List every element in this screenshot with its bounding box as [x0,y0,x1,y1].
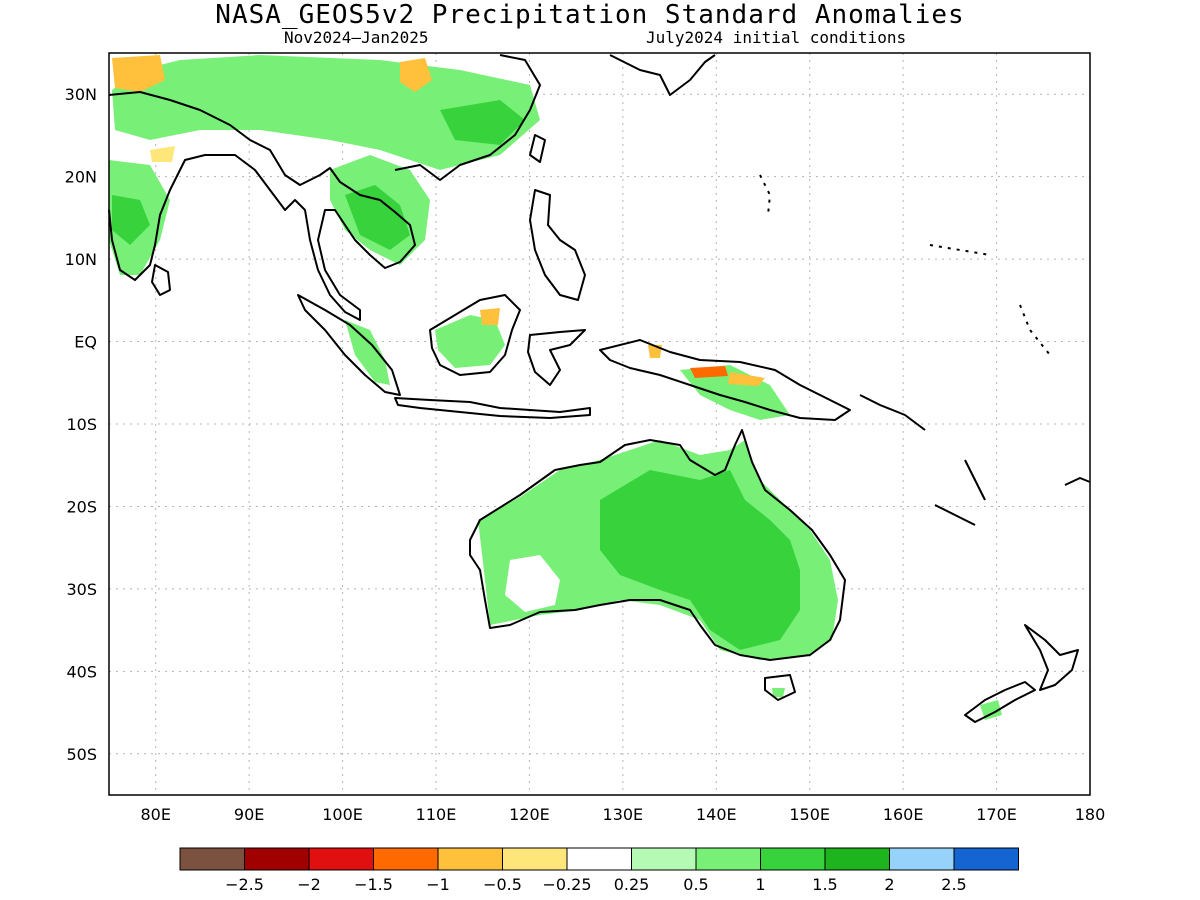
map-title: NASA_GEOS5v2 Precipitation Standard Anom… [215,0,965,30]
colorbar [179,847,1019,871]
coastlines [108,54,1091,723]
lon-label: 110E [416,805,457,824]
coast-vanuatu [964,459,986,501]
lat-label: 10N [65,250,97,269]
anomaly-new-zealand [980,700,1002,720]
coast-new-zealand-south [964,681,1036,723]
lon-label: 180 [1075,805,1106,824]
anomaly-australia-strong [600,470,800,650]
coast-tasmania [764,674,796,701]
colorbar-label: 1.5 [812,875,837,894]
coast-australia [469,429,846,661]
lat-label: 20S [66,497,97,516]
lon-label: 130E [603,805,644,824]
lat-label: 40S [66,662,97,681]
coast-sulawesi [527,329,586,386]
coast-taiwan [529,134,546,163]
initial-conditions: July2024 initial conditions [646,28,907,47]
anomaly-india-strong [112,195,150,245]
longitude-labels: 80E 90E 100E 110E 120E 130E 140E 150E 160E 170E 18… [140,805,1105,824]
colorbar-swatch [695,847,761,871]
colorbar-label: −0.5 [483,875,522,894]
coast-japan [609,54,716,96]
colorbar-swatch [760,847,826,871]
colorbar-swatch [631,847,697,871]
colorbar-label: 2.5 [941,875,966,894]
anomaly-tasmania [772,688,785,697]
coast-china-east [394,54,541,181]
lat-label: 30N [65,85,97,104]
colorbar-label: −2.5 [225,875,264,894]
lat-label: 20N [65,168,97,187]
lat-label: 50S [66,745,97,764]
anomaly-china-dry [400,58,432,92]
colorbar-swatch [824,847,890,871]
anomaly-himalaya-dry [112,55,165,92]
anomaly-australia-weak [505,555,560,612]
coast-mainland-asia [108,91,416,321]
coast-java [394,397,591,419]
coast-philippines [529,189,586,301]
anomaly-shading [109,55,1002,720]
colorbar-swatch [953,847,1019,871]
lat-label: 10S [66,415,97,434]
lon-label: 170E [976,805,1017,824]
colorbar-swatch [179,847,245,871]
anomaly-indochina-strong [345,185,410,250]
coast-sumatra [297,294,401,396]
coast-sri-lanka [151,264,171,296]
anomaly-borneo-dry [480,308,500,325]
colorbar-swatch [437,847,503,871]
colorbar-swatch [244,847,310,871]
anomaly-new-guinea [680,365,790,420]
anomaly-borneo [435,315,505,368]
colorbar-swatch [373,847,439,871]
coast-new-guinea [599,339,851,421]
lat-label: EQ [74,333,97,352]
lon-label: 100E [322,805,363,824]
lon-label: 90E [234,805,264,824]
colorbar-label: −0.25 [542,875,591,894]
colorbar-label: −1 [426,875,450,894]
colorbar-label: 1 [755,875,765,894]
colorbar-swatch [566,847,632,871]
coast-fiji [1064,477,1091,486]
colorbar-label: 0.25 [614,875,650,894]
coast-solomons [859,394,926,431]
colorbar-swatch [308,847,374,871]
lat-label: 30S [66,580,97,599]
colorbar-label: 2 [884,875,894,894]
coast-micronesia [759,174,1051,356]
colorbar-swatch [502,847,568,871]
colorbar-labels: −2.5 −2 −1.5 −1 −0.5 −0.25 0.25 0.5 1 1.5 2 2.5 [225,875,967,894]
latitude-labels: 30N 20N 10N EQ 10S 20S 30S 40S 50S [65,85,97,764]
forecast-period: Nov2024–Jan2025 [284,28,429,47]
anomaly-china [112,55,540,170]
anomaly-new-guinea-dry [690,366,728,378]
colorbar-label: 0.5 [683,875,708,894]
plot-frame [108,52,1091,796]
lon-label: 150E [789,805,830,824]
anomaly-china-strong [440,100,525,145]
colorbar-label: −2 [297,875,321,894]
anomaly-sumatra [345,320,390,385]
anomaly-new-guinea-dry-2 [728,372,765,386]
lon-label: 80E [140,805,170,824]
lon-label: 120E [509,805,550,824]
coast-new-zealand-north [1024,624,1079,691]
colorbar-label: −1.5 [354,875,393,894]
coast-borneo [429,294,521,376]
lon-label: 160E [883,805,924,824]
lon-label: 140E [696,805,737,824]
colorbar-swatch [889,847,955,871]
coast-new-caledonia [934,504,976,526]
anomaly-china-dry-2 [150,146,175,162]
